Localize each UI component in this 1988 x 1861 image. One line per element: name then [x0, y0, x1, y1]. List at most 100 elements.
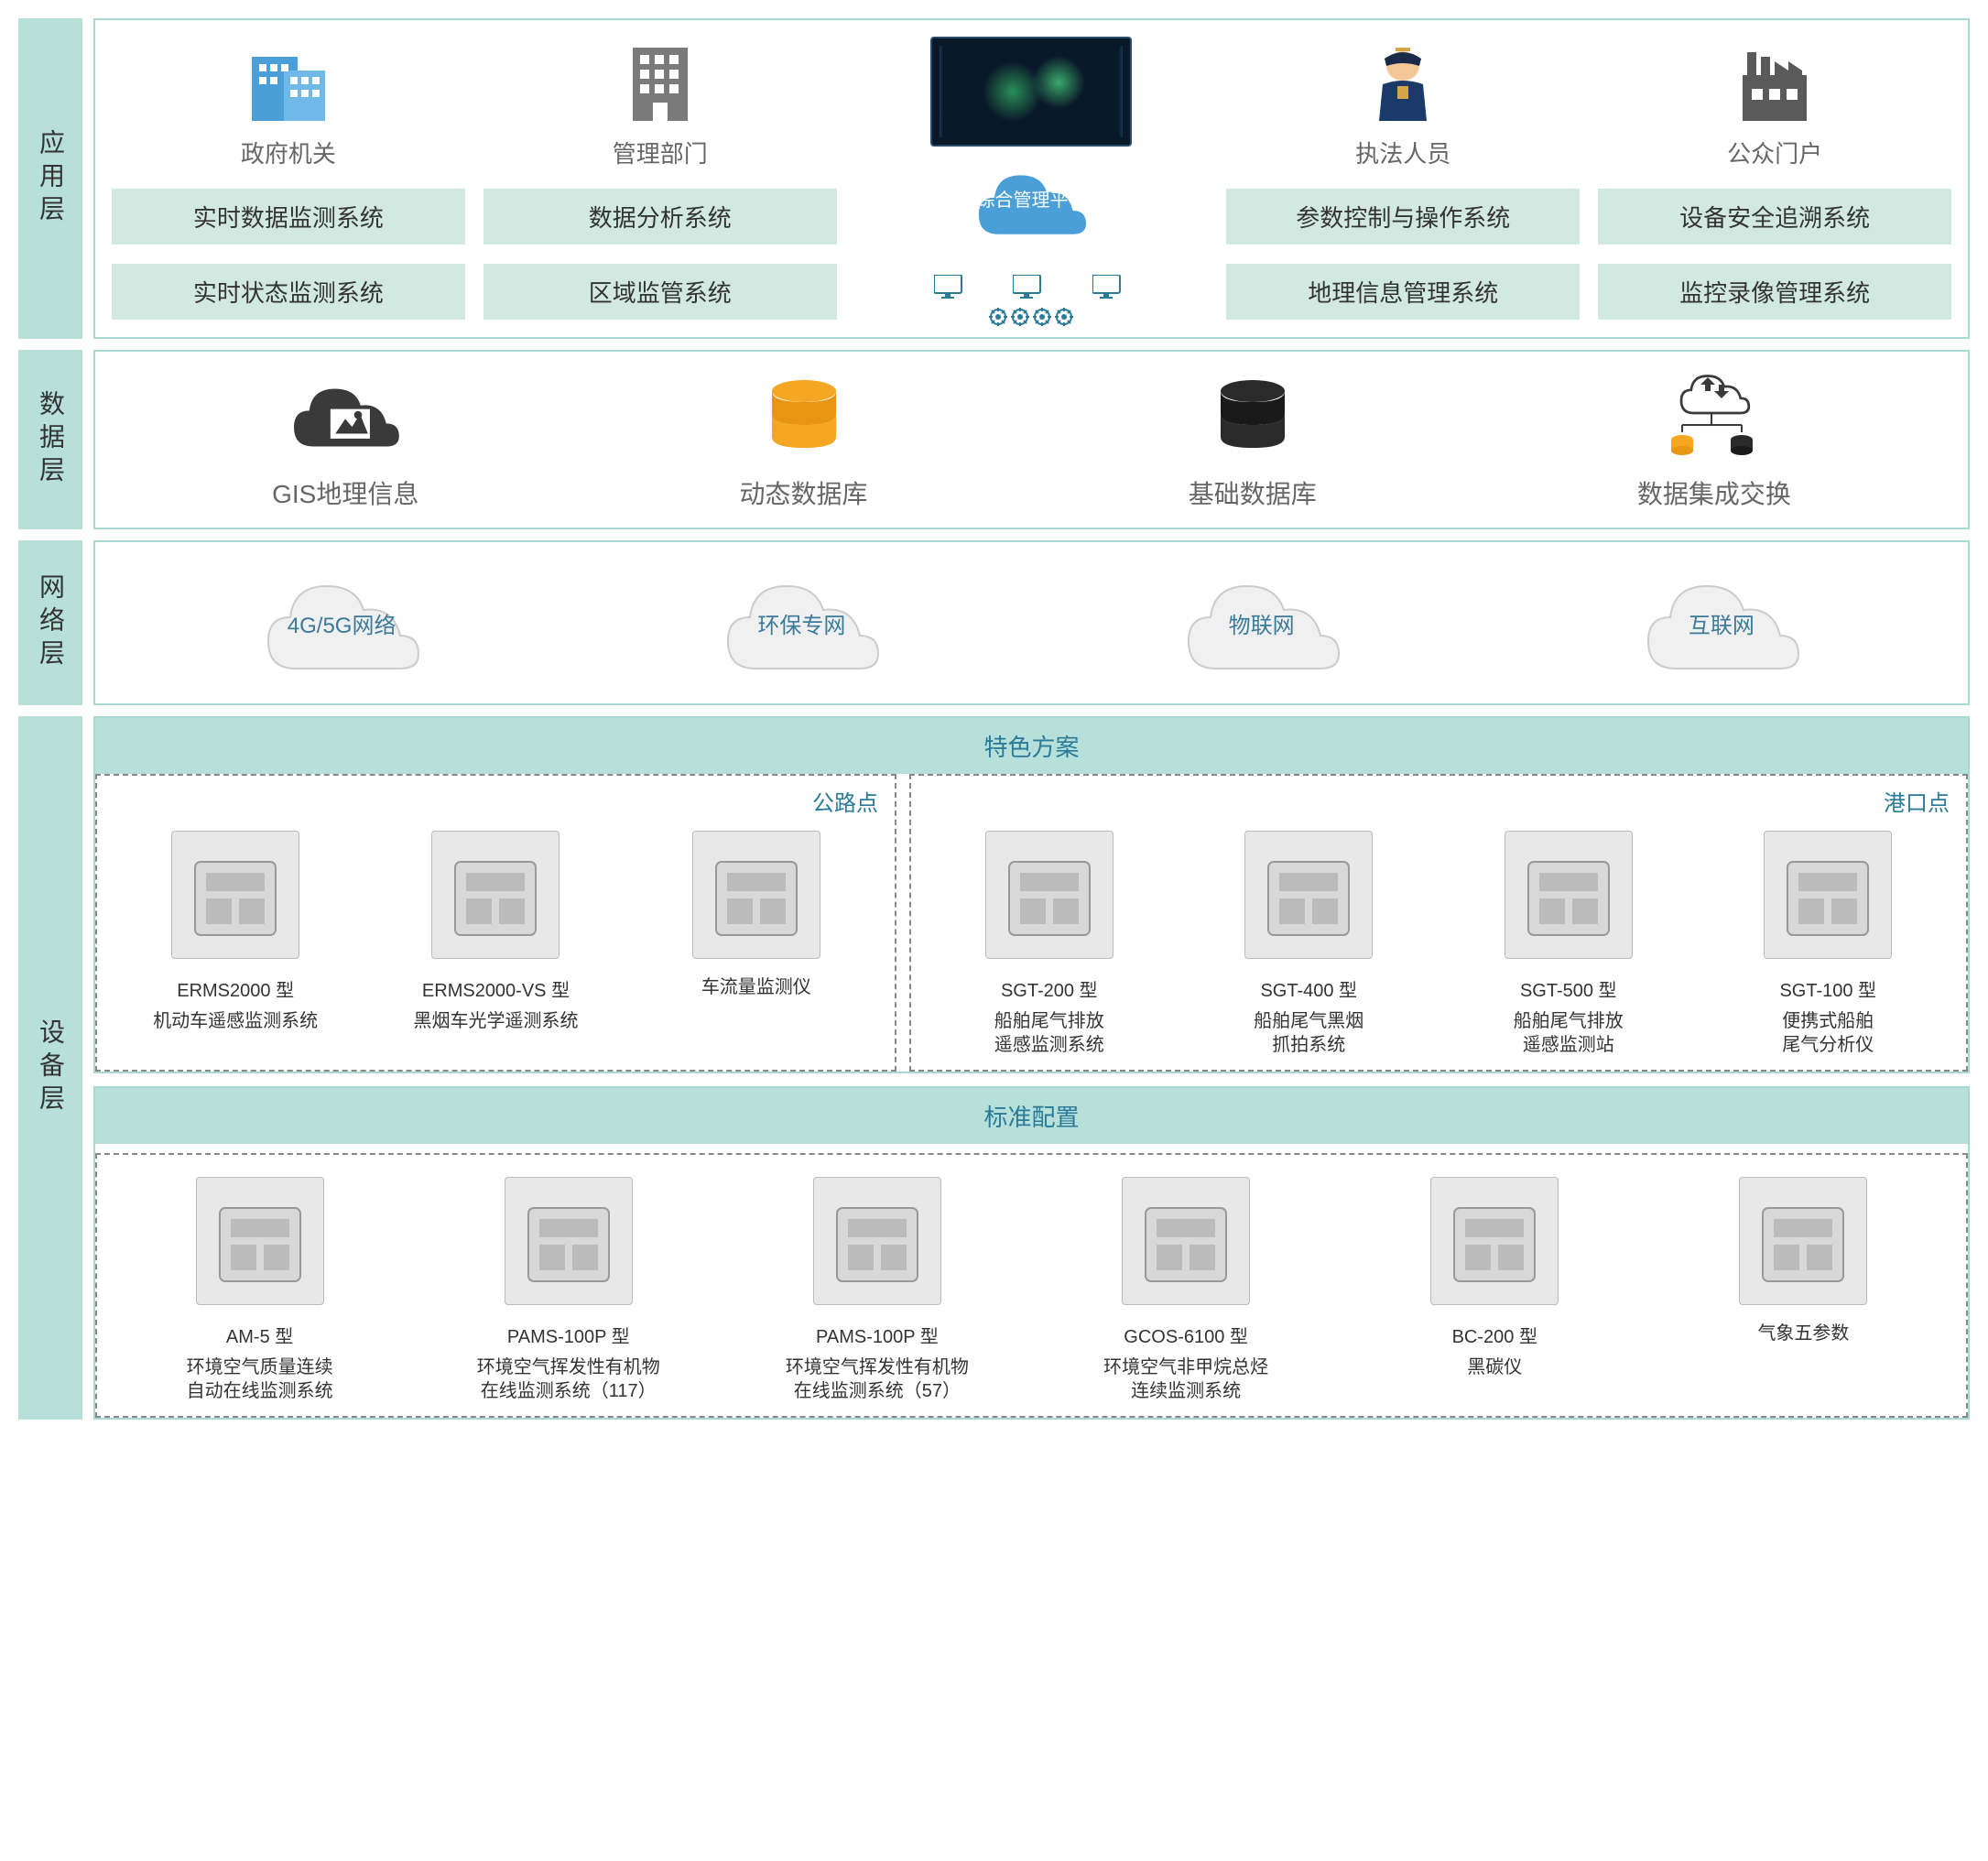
- sys-realtime-status: 实时状态监测系统: [112, 264, 465, 320]
- device-image-icon: [1505, 822, 1633, 968]
- device-image-icon: [1122, 1168, 1250, 1314]
- network-layer-label: 网络层: [18, 540, 82, 705]
- sys-gis-mgmt: 地理信息管理系统: [1226, 264, 1580, 320]
- device-desc: 环境空气挥发性有机物在线监测系统（117）: [477, 1355, 660, 1403]
- base-db-label: 基础数据库: [1189, 474, 1317, 511]
- device-item: PAMS-100P 型环境空气挥发性有机物在线监测系统（117）: [418, 1168, 718, 1403]
- device-desc: 环境空气挥发性有机物在线监测系统（57）: [786, 1355, 969, 1403]
- device-desc: 气象五参数: [1757, 1322, 1849, 1345]
- device-model: ERMS2000 型: [177, 975, 294, 1002]
- device-item: 气象五参数: [1654, 1168, 1953, 1403]
- gov-title: 政府机关: [241, 136, 336, 169]
- device-model: PAMS-100P 型: [816, 1322, 939, 1348]
- device-desc: 环境空气非甲烷总烃连续监测系统: [1103, 1355, 1268, 1403]
- standard-section: 标准配置 AM-5 型环境空气质量连续自动在线监测系统PAMS-100P 型环境…: [93, 1086, 1970, 1420]
- net-4g5g: 4G/5G网络: [232, 559, 451, 687]
- device-desc: 船舶尾气黑烟抓拍系统: [1254, 1009, 1363, 1057]
- exchange-label: 数据集成交换: [1637, 474, 1791, 511]
- network-layer: 网络层 4G/5G网络 环保专网 物联网 互联网: [18, 540, 1970, 705]
- dashboard-icon: [930, 37, 1132, 147]
- factory-icon: [1729, 38, 1820, 121]
- device-layer-label: 设备层: [18, 716, 82, 1420]
- gear-icon: [989, 308, 1007, 326]
- device-model: SGT-500 型: [1520, 975, 1617, 1002]
- gis-cloud-icon: [281, 368, 409, 460]
- device-item: SGT-200 型船舶尾气排放遥感监测系统: [924, 822, 1175, 1057]
- sys-device-trace: 设备安全追溯系统: [1598, 189, 1951, 245]
- device-item: 车流量监测仪: [631, 822, 882, 1033]
- device-desc: 环境空气质量连续自动在线监测系统: [187, 1355, 333, 1403]
- officer-icon: [1357, 38, 1449, 121]
- port-group-label: 港口点: [1884, 785, 1950, 817]
- device-model: PAMS-100P 型: [507, 1322, 630, 1348]
- road-group-label: 公路点: [812, 785, 878, 817]
- officer-title: 执法人员: [1355, 136, 1450, 169]
- sys-data-analysis: 数据分析系统: [483, 189, 837, 245]
- monitor-icon: [1092, 275, 1129, 302]
- gear-icon: [1055, 308, 1073, 326]
- data-layer: 数据层 GIS地理信息 动态数据库 基础数据库 数据集成交换: [18, 350, 1970, 529]
- featured-header: 特色方案: [95, 718, 1968, 774]
- device-desc: 车流量监测仪: [701, 975, 811, 999]
- device-model: ERMS2000-VS 型: [422, 975, 570, 1002]
- device-item: BC-200 型黑碳仪: [1345, 1168, 1645, 1403]
- road-group: 公路点 ERMS2000 型机动车遥感监测系统ERMS2000-VS 型黑烟车光…: [95, 774, 896, 1072]
- device-image-icon: [1244, 822, 1373, 968]
- featured-section: 特色方案 公路点 ERMS2000 型机动车遥感监测系统ERMS2000-VS …: [93, 716, 1970, 1073]
- sys-realtime-data: 实时数据监测系统: [112, 189, 465, 245]
- sys-video-mgmt: 监控录像管理系统: [1598, 264, 1951, 320]
- net-internet: 互联网: [1612, 559, 1831, 687]
- device-model: SGT-400 型: [1260, 975, 1357, 1002]
- device-desc: 船舶尾气排放遥感监测系统: [994, 1009, 1104, 1057]
- data-layer-label: 数据层: [18, 350, 82, 529]
- device-item: ERMS2000 型机动车遥感监测系统: [110, 822, 361, 1033]
- platform-label: 综合管理平台: [976, 185, 1086, 212]
- device-item: SGT-500 型船舶尾气排放遥感监测站: [1443, 822, 1694, 1057]
- gear-icon: [1033, 308, 1051, 326]
- device-image-icon: [985, 822, 1113, 968]
- device-image-icon: [431, 822, 559, 968]
- device-desc: 黑碳仪: [1467, 1355, 1522, 1379]
- sys-region-supervise: 区域监管系统: [483, 264, 837, 320]
- architecture-diagram: 应用层 政府机关 实时数据监测系统 实时状态监测系统 管理部门 数据分析系统 区…: [18, 18, 1970, 1420]
- port-group: 港口点 SGT-200 型船舶尾气排放遥感监测系统SGT-400 型船舶尾气黑烟…: [909, 774, 1968, 1072]
- net-env: 环保专网: [691, 559, 911, 687]
- device-item: PAMS-100P 型环境空气挥发性有机物在线监测系统（57）: [727, 1168, 1027, 1403]
- device-item: SGT-400 型船舶尾气黑烟抓拍系统: [1184, 822, 1435, 1057]
- device-item: SGT-100 型便携式船舶尾气分析仪: [1703, 822, 1954, 1057]
- db-orange-icon: [758, 368, 850, 460]
- device-image-icon: [196, 1168, 324, 1314]
- device-model: BC-200 型: [1452, 1322, 1537, 1348]
- device-image-icon: [1430, 1168, 1559, 1314]
- device-image-icon: [1764, 822, 1892, 968]
- gov-building-icon: [243, 38, 334, 121]
- monitor-icon: [934, 275, 971, 302]
- device-item: GCOS-6100 型环境空气非甲烷总烃连续监测系统: [1037, 1168, 1336, 1403]
- center-platform: 综合管理平台: [855, 37, 1209, 321]
- device-image-icon: [505, 1168, 633, 1314]
- device-desc: 便携式船舶尾气分析仪: [1782, 1009, 1874, 1057]
- device-layer: 设备层 特色方案 公路点 ERMS2000 型机动车遥感监测系统ERMS2000…: [18, 716, 1970, 1420]
- dynamic-db-label: 动态数据库: [740, 474, 868, 511]
- device-desc: 船舶尾气排放遥感监测站: [1514, 1009, 1624, 1057]
- device-desc: 黑烟车光学遥测系统: [413, 1009, 578, 1033]
- device-model: AM-5 型: [226, 1322, 293, 1348]
- device-image-icon: [1739, 1168, 1867, 1314]
- device-model: GCOS-6100 型: [1124, 1322, 1248, 1348]
- device-desc: 机动车遥感监测系统: [153, 1009, 318, 1033]
- monitor-icon: [1013, 275, 1049, 302]
- gear-icon: [1011, 308, 1029, 326]
- device-image-icon: [692, 822, 820, 968]
- device-item: AM-5 型环境空气质量连续自动在线监测系统: [110, 1168, 409, 1403]
- public-title: 公众门户: [1727, 136, 1822, 169]
- device-item: ERMS2000-VS 型黑烟车光学遥测系统: [370, 822, 621, 1033]
- application-layer: 应用层 政府机关 实时数据监测系统 实时状态监测系统 管理部门 数据分析系统 区…: [18, 18, 1970, 339]
- application-layer-label: 应用层: [18, 18, 82, 339]
- device-image-icon: [813, 1168, 941, 1314]
- db-dark-icon: [1207, 368, 1298, 460]
- device-model: SGT-100 型: [1779, 975, 1876, 1002]
- net-iot: 物联网: [1152, 559, 1372, 687]
- sys-param-control: 参数控制与操作系统: [1226, 189, 1580, 245]
- gis-label: GIS地理信息: [272, 474, 418, 511]
- device-image-icon: [171, 822, 299, 968]
